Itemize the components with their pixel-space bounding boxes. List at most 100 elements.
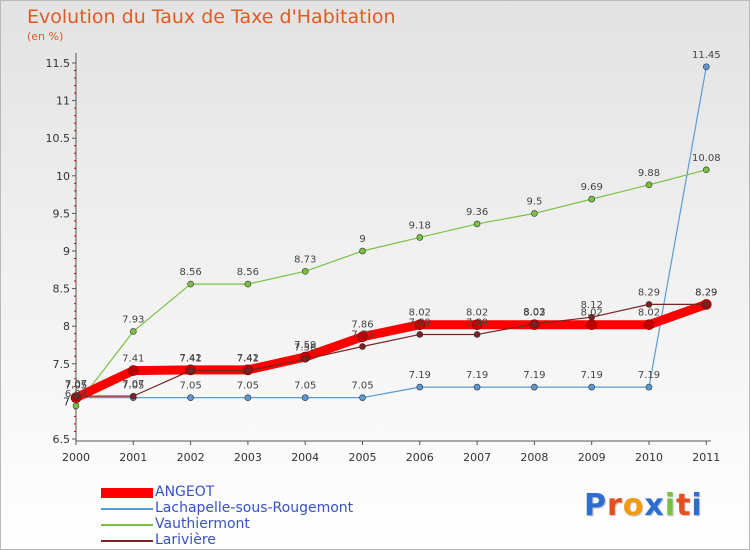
data-point [531, 210, 538, 217]
data-label: 7.07 [122, 379, 144, 390]
data-label: 7.19 [581, 370, 603, 381]
logo-letter: x [644, 488, 665, 523]
data-point [702, 301, 710, 308]
data-point [531, 320, 538, 328]
x-tick-label: 2001 [119, 451, 147, 464]
data-label: 7.19 [466, 370, 488, 381]
logo-letter: t [676, 488, 692, 523]
y-tick-label: 6.5 [53, 433, 71, 446]
data-label: 7.19 [409, 370, 431, 381]
data-point [645, 181, 653, 189]
data-point [588, 195, 596, 203]
data-label: 8.56 [237, 267, 259, 278]
data-label: 7.05 [65, 381, 87, 392]
data-label: 7.42 [237, 353, 259, 364]
data-label: 7.05 [351, 381, 373, 392]
data-point [416, 234, 424, 241]
y-tick-label: 11 [56, 95, 70, 108]
data-point [702, 166, 710, 174]
data-point [471, 319, 483, 330]
data-point [359, 343, 366, 350]
data-label: 9 [359, 234, 365, 245]
x-tick-label: 2004 [291, 451, 319, 464]
data-point [586, 319, 598, 330]
series-line-1 [75, 66, 707, 399]
data-point [130, 328, 137, 335]
data-point [301, 268, 309, 275]
data-label: 8.02 [581, 308, 603, 319]
data-point [301, 355, 309, 363]
data-point [643, 319, 655, 330]
data-label: 9.36 [466, 207, 488, 218]
legend-swatch-angeot [101, 488, 153, 498]
legend-label-angeot: ANGEOT [155, 484, 215, 500]
logo-letter: i [691, 488, 703, 523]
data-label: 7.42 [179, 353, 201, 364]
data-label: 8.03 [523, 307, 545, 318]
data-point [416, 331, 424, 338]
logo-letter: i [664, 488, 677, 523]
x-tick-label: 2005 [349, 451, 377, 464]
y-tick-label: 7.5 [53, 358, 71, 371]
data-point [414, 319, 426, 330]
legend-swatch-lachapelle [101, 508, 153, 510]
data-label: 7.19 [523, 370, 545, 381]
legend-label-lariviere: Larivière [155, 532, 216, 548]
x-tick-label: 2000 [62, 451, 90, 464]
data-point [130, 392, 137, 400]
data-label: 8.73 [294, 254, 316, 265]
series-line-3 [75, 303, 707, 397]
series-line-2 [75, 169, 707, 407]
logo-letter: o [622, 488, 645, 523]
data-label: 8.02 [523, 308, 545, 319]
data-point [473, 220, 481, 228]
logo-letter: P [584, 488, 607, 523]
data-label: 8.29 [695, 287, 717, 298]
data-label: 7.56 [294, 342, 316, 353]
data-label: 8.29 [695, 287, 717, 298]
data-point [187, 367, 194, 374]
data-label: 9.18 [409, 220, 431, 231]
data-label: 7.86 [351, 320, 373, 331]
data-point [473, 383, 481, 391]
data-label: 9.88 [638, 168, 660, 179]
data-label: 7.05 [179, 381, 201, 392]
data-label: 7.89 [466, 317, 488, 328]
y-tick-label: 8 [63, 320, 70, 333]
data-point [702, 63, 710, 71]
data-label: 7.07 [65, 379, 87, 390]
y-tick-label: 11.5 [46, 57, 71, 70]
data-point [128, 365, 139, 376]
data-label: 8.02 [466, 308, 488, 319]
data-point [531, 383, 538, 391]
y-tick-label: 8.5 [53, 283, 71, 296]
data-point [588, 313, 596, 321]
data-point [301, 394, 309, 401]
x-tick-label: 2003 [234, 451, 262, 464]
unit-label: (en %) [27, 30, 64, 43]
data-point [244, 280, 252, 288]
data-label: 7.41 [179, 354, 201, 365]
data-point [416, 383, 424, 391]
legend-label-lachapelle: Lachapelle-sous-Rougemont [155, 500, 354, 516]
data-point [187, 394, 194, 401]
x-tick-label: 2009 [578, 451, 606, 464]
data-point [72, 402, 80, 410]
proxiti-logo: Proxiti [584, 488, 703, 523]
data-label: 7.41 [122, 354, 144, 365]
y-tick-label: 10.5 [46, 132, 71, 145]
data-point [359, 394, 366, 401]
x-tick-label: 2008 [520, 451, 548, 464]
data-point [72, 392, 80, 400]
data-label: 6.94 [65, 389, 87, 400]
data-label: 8.56 [179, 267, 201, 278]
data-label: 10.08 [692, 153, 721, 164]
x-tick-label: 2006 [406, 451, 434, 464]
data-point [473, 331, 481, 338]
data-point [187, 280, 194, 288]
y-tick-label: 10 [56, 170, 70, 183]
legend-swatch-vauthiermont [101, 524, 153, 526]
data-point [244, 367, 252, 374]
data-label: 7.05 [65, 381, 87, 392]
